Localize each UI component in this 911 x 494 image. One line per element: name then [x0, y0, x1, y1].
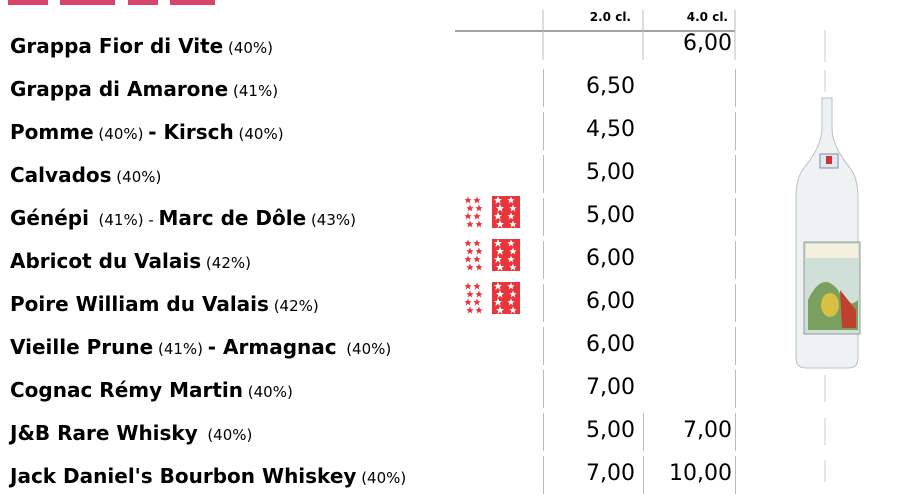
price: 7,00 — [586, 375, 635, 400]
name-part: (40%) — [233, 125, 284, 143]
name-part: Cognac Rémy Martin — [10, 378, 244, 402]
valais-flag — [463, 281, 520, 315]
name-part: (41%) — [153, 340, 208, 358]
price: 5,00 — [586, 203, 635, 228]
price: 5,00 — [586, 160, 635, 185]
name-part: (42%) — [268, 297, 319, 315]
name-part: (40%) — [356, 469, 407, 487]
price: 5,00 — [586, 418, 635, 443]
column-line — [543, 327, 544, 365]
column-line — [735, 69, 736, 107]
name-part: Grappa Fior di Vite — [10, 34, 224, 58]
name-part: (43%) — [306, 211, 356, 229]
column-line — [543, 284, 544, 322]
menu-page: {"table": { "headers": ["2.0 cl.", "4.0 … — [8, 0, 861, 494]
bottle — [795, 97, 861, 369]
column-line — [643, 413, 644, 451]
decor — [8, 0, 861, 482]
name-part: (40%) — [223, 39, 274, 57]
column-line — [543, 456, 544, 494]
name-part: Abricot du Valais — [10, 249, 202, 273]
column-line — [543, 198, 544, 236]
drink-name: J&B Rare Whisky (40%) — [10, 421, 252, 445]
column-line — [735, 327, 736, 365]
name-part: (40%) — [336, 340, 392, 358]
name-part: - Armagnac — [207, 335, 337, 359]
name-part: (40%) — [93, 125, 149, 143]
column-line — [735, 198, 736, 236]
column-line — [543, 155, 544, 193]
column-line — [543, 413, 544, 451]
drink-name: Cognac Rémy Martin (40%) — [10, 378, 293, 402]
title-fragment — [8, 0, 215, 5]
column-line — [735, 112, 736, 150]
valais-flag — [463, 195, 520, 229]
column-header: 2.0 cl. — [589, 10, 631, 24]
price: 6,50 — [586, 74, 635, 99]
name-part: Grappa di Amarone — [10, 77, 229, 101]
column-line — [543, 69, 544, 107]
price: 10,00 — [669, 461, 732, 486]
column-line — [543, 112, 544, 150]
drink-name: Grappa Fior di Vite (40%) — [10, 34, 273, 58]
column-line — [543, 241, 544, 279]
name-part: (40%) — [197, 426, 253, 444]
valais-flag — [463, 238, 520, 272]
name-part: (40%) — [111, 168, 162, 186]
name-part: J&B Rare Whisky — [10, 421, 198, 445]
column-line — [735, 241, 736, 279]
column-line — [735, 456, 736, 494]
column-line — [543, 370, 544, 408]
name-part: Pomme — [10, 120, 94, 144]
price: 6,00 — [586, 289, 635, 314]
name-part: - Kirsch — [148, 120, 234, 144]
column-line — [735, 155, 736, 193]
drink-name: Vieille Prune (41%) - Armagnac (40%) — [10, 335, 391, 359]
name-part: Marc de Dôle — [158, 206, 307, 230]
column-header: 4.0 cl. — [686, 10, 728, 24]
name-part: Vieille Prune — [10, 335, 154, 359]
price: 7,00 — [683, 418, 732, 443]
name-part: (41%) — [228, 82, 279, 100]
price: 4,50 — [586, 117, 635, 142]
price: 7,00 — [586, 461, 635, 486]
price: 6,00 — [683, 31, 732, 56]
column-line — [643, 456, 644, 494]
drink-name: Poire William du Valais (42%) — [10, 292, 319, 316]
name-part: Poire William du Valais — [10, 292, 269, 316]
column-line — [735, 413, 736, 451]
drink-name: Abricot du Valais (42%) — [10, 249, 251, 273]
drink-name: Génépi (41%) - Marc de Dôle (43%) — [10, 206, 356, 230]
column-line — [735, 284, 736, 322]
name-part: (40%) — [243, 383, 293, 401]
name-part: Calvados — [10, 163, 112, 187]
drink-name: Pomme (40%) - Kirsch (40%) — [10, 120, 284, 144]
drink-name: Grappa di Amarone (41%) — [10, 77, 278, 101]
name-part: (42%) — [201, 254, 251, 272]
name-part: (41%) - — [88, 211, 159, 229]
price: 6,00 — [586, 332, 635, 357]
drink-name: Jack Daniel's Bourbon Whiskey (40%) — [10, 464, 406, 488]
name-part: Jack Daniel's Bourbon Whiskey — [10, 464, 357, 488]
drink-name: Calvados (40%) — [10, 163, 161, 187]
price: 6,00 — [586, 246, 635, 271]
name-part: Génépi — [10, 206, 89, 230]
column-line — [735, 370, 736, 408]
